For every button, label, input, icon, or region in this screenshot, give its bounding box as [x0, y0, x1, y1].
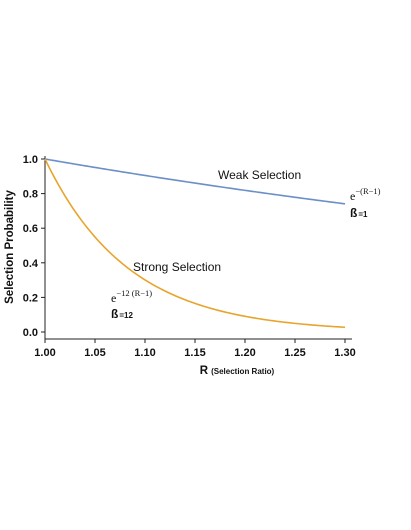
x-ticks: 1.00 1.05 1.10 1.15 1.20 1.25 1.30: [34, 339, 356, 359]
y-tick-label: 0.6: [23, 223, 38, 235]
x-axis-title: R (Selection Ratio): [200, 365, 275, 377]
y-tick-label: 0.4: [23, 258, 39, 270]
y-axis-title: Selection Probability: [4, 190, 16, 304]
y-tick-label: 0.2: [23, 292, 38, 304]
x-tick-label: 1.05: [84, 347, 105, 359]
series-lines: [44, 158, 346, 329]
y-tick-label: 0.8: [23, 189, 38, 201]
y-tick-label: 0.0: [23, 327, 38, 339]
strong-selection-label: Strong Selection: [133, 260, 221, 274]
x-tick-label: 1.15: [184, 347, 205, 359]
weak-formula: e−(R−1): [350, 186, 381, 203]
strong-selection-line: [44, 158, 346, 329]
axes: [44, 156, 352, 340]
x-tick-label: 1.20: [234, 347, 255, 359]
strong-formula: e−12 (R−1): [111, 288, 152, 305]
y-ticks: 0.0 0.2 0.4 0.6 0.8 1.0: [23, 154, 45, 339]
weak-selection-label: Weak Selection: [218, 168, 301, 182]
strong-beta: ß=12: [111, 307, 133, 321]
x-tick-label: 1.10: [134, 347, 155, 359]
y-tick-label: 1.0: [23, 154, 38, 166]
weak-selection-line: [44, 158, 346, 205]
x-tick-label: 1.00: [34, 347, 55, 359]
weak-beta: ß=1: [350, 206, 368, 220]
x-tick-label: 1.30: [334, 347, 355, 359]
x-tick-label: 1.25: [284, 347, 305, 359]
